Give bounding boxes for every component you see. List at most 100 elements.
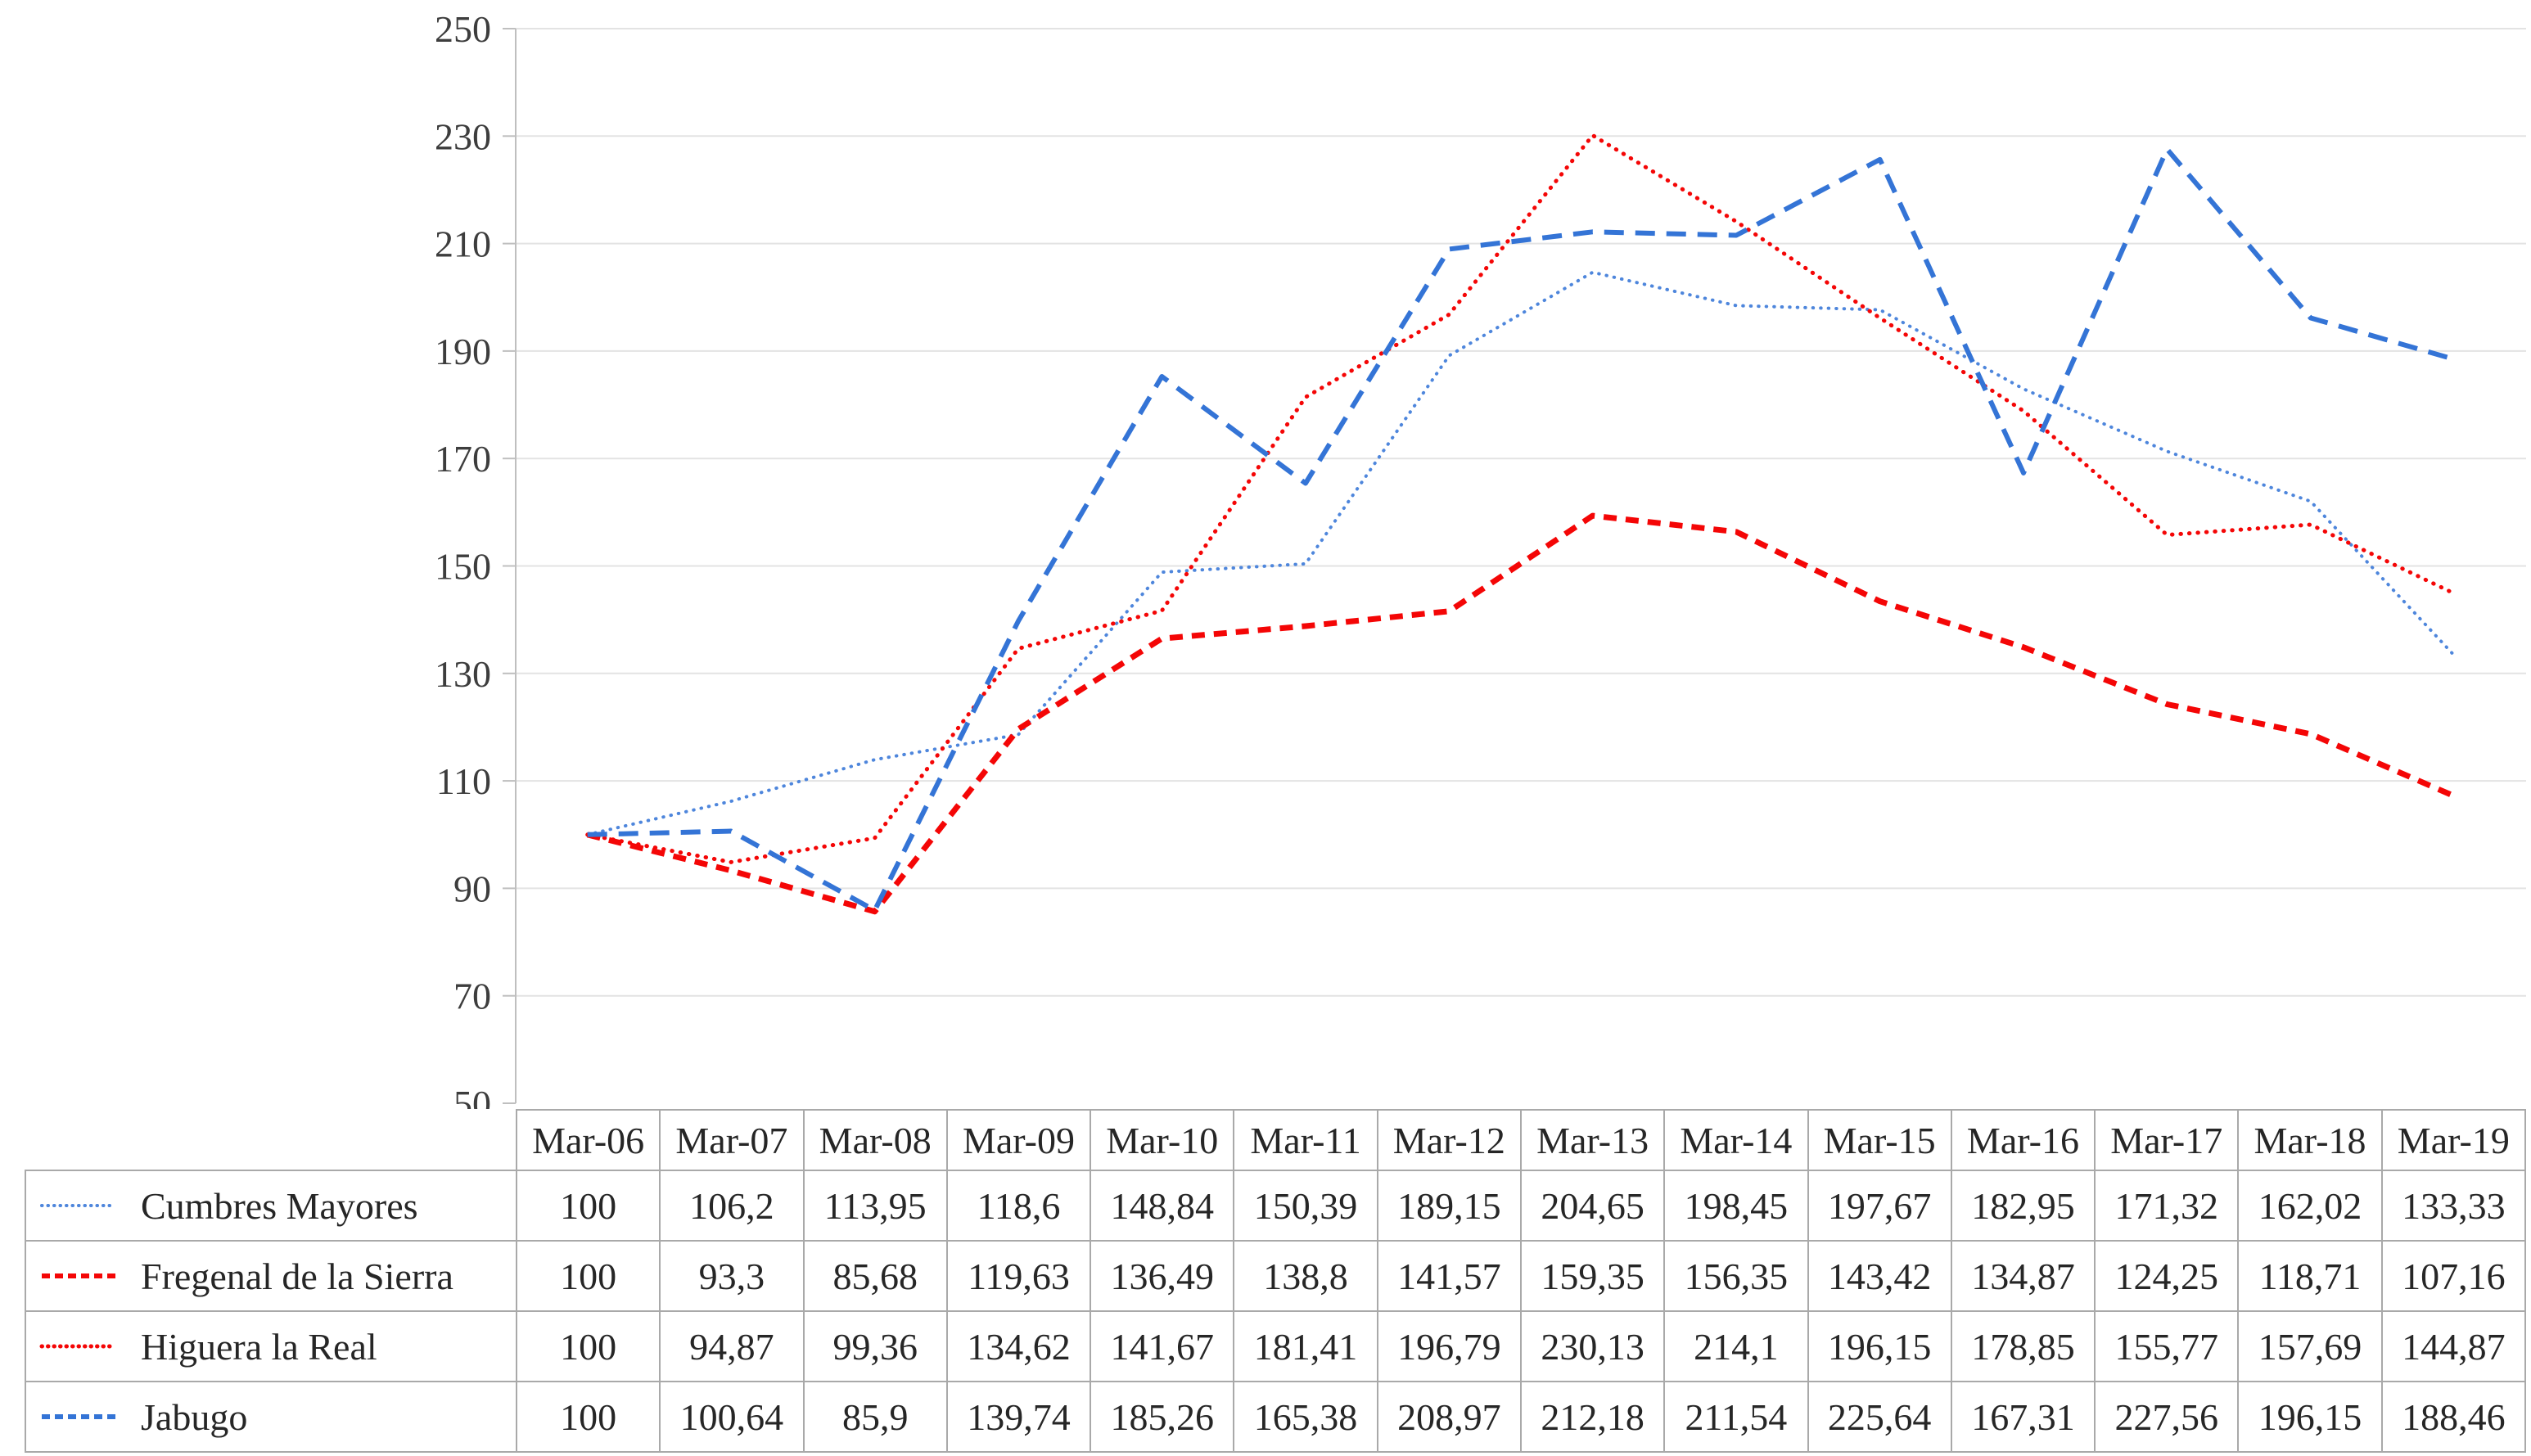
value-cell: 141,67 (1090, 1310, 1235, 1382)
value-cell: 85,9 (802, 1381, 948, 1453)
value-cell: 99,36 (802, 1310, 948, 1382)
value-cell: 171,32 (2094, 1170, 2240, 1242)
y-tick-label: 230 (435, 115, 491, 157)
series-line-cumbres-mayores (585, 270, 2457, 836)
legend-cell: Higuera la Real (25, 1310, 517, 1382)
y-tick-label: 190 (435, 331, 491, 372)
column-header: Mar-14 (1663, 1109, 1809, 1171)
table-row-jabugo: Jabugo 100 100,64 85,9 139,74 185,26 165,38 208… (25, 1381, 2527, 1453)
value-cell: 196,15 (1807, 1310, 1952, 1382)
column-header: Mar-16 (1950, 1109, 2096, 1171)
value-cell: 197,67 (1807, 1170, 1952, 1242)
value-cell: 148,84 (1090, 1170, 1235, 1242)
value-cell: 100 (515, 1240, 661, 1312)
column-header: Mar-10 (1090, 1109, 1235, 1171)
value-cell: 106,2 (659, 1170, 805, 1242)
value-cell: 118,6 (945, 1170, 1092, 1242)
value-cell: 182,95 (1950, 1170, 2096, 1242)
value-cell: 134,62 (945, 1310, 1092, 1382)
line-chart-plot: 250 230 210 190 170 150 130 110 90 70 50 (435, 8, 2526, 1110)
value-cell: 204,65 (1519, 1170, 1666, 1242)
value-cell: 178,85 (1950, 1310, 2096, 1382)
series-line-fregenal-de-la-sierra (586, 512, 2456, 915)
table-row-fregenal-de-la-sierra: Fregenal de la Sierra 100 93,3 85,68 119,63 1… (25, 1240, 2527, 1312)
y-tick-label: 70 (453, 976, 491, 1017)
y-tick-label: 210 (435, 223, 491, 265)
value-cell: 230,13 (1519, 1310, 1666, 1382)
column-header: Mar-11 (1233, 1109, 1378, 1171)
value-cell: 189,15 (1376, 1170, 1522, 1242)
series-name: Cumbres Mayores (141, 1184, 418, 1227)
value-cell: 225,64 (1807, 1381, 1952, 1453)
value-cell: 188,46 (2380, 1381, 2527, 1453)
value-cell: 157,69 (2237, 1310, 2383, 1382)
column-header: Mar-12 (1376, 1109, 1522, 1171)
legend-cell: Cumbres Mayores (25, 1170, 517, 1242)
value-cell: 107,16 (2380, 1240, 2527, 1312)
chart-data-table: Mar-06 Mar-07 Mar-08 Mar-09 Mar-10 Mar-11 Mar-… (25, 1109, 2527, 1453)
table-row-cumbres-mayores: Cumbres Mayores 100 106,2 113,95 118,6 148,84… (25, 1170, 2527, 1242)
column-header: Mar-06 (515, 1109, 661, 1171)
series-name: Fregenal de la Sierra (141, 1255, 453, 1297)
y-tick-label: 170 (435, 438, 491, 480)
y-tick-label: 90 (453, 868, 491, 909)
value-cell: 124,25 (2094, 1240, 2240, 1312)
column-header: Mar-13 (1519, 1109, 1666, 1171)
column-header: Mar-07 (659, 1109, 805, 1171)
value-cell: 85,68 (802, 1240, 948, 1312)
value-cell: 165,38 (1233, 1381, 1378, 1453)
value-cell: 118,71 (2237, 1240, 2383, 1312)
cumbres-mayores-legend-key-icon (40, 1204, 117, 1207)
value-cell: 167,31 (1950, 1381, 2096, 1453)
fregenal-de-la-sierra-legend-key-icon (42, 1273, 115, 1278)
table-header-row: Mar-06 Mar-07 Mar-08 Mar-09 Mar-10 Mar-11 Mar-… (25, 1109, 2527, 1171)
value-cell: 196,79 (1376, 1310, 1522, 1382)
y-tick-label: 150 (435, 546, 491, 588)
column-header: Mar-17 (2094, 1109, 2240, 1171)
column-header: Mar-19 (2380, 1109, 2527, 1171)
value-cell: 119,63 (945, 1240, 1092, 1312)
value-cell: 100 (515, 1381, 661, 1453)
value-cell: 100,64 (659, 1381, 805, 1453)
column-header: Mar-15 (1807, 1109, 1952, 1171)
series-name: Jabugo (141, 1395, 248, 1438)
series-name: Higuera la Real (141, 1325, 377, 1368)
column-header: Mar-08 (802, 1109, 948, 1171)
value-cell: 143,42 (1807, 1240, 1952, 1312)
y-tick-label: 250 (435, 8, 491, 50)
table-corner-cell (25, 1110, 517, 1170)
table-row-higuera-la-real: Higuera la Real 100 94,87 99,36 134,62 141,67… (25, 1310, 2527, 1382)
jabugo-legend-key-icon (42, 1414, 115, 1419)
value-cell: 134,87 (1950, 1240, 2096, 1312)
value-cell: 144,87 (2380, 1310, 2527, 1382)
y-tick-label: 130 (435, 653, 491, 695)
y-tick-label: 110 (436, 760, 491, 802)
value-cell: 212,18 (1519, 1381, 1666, 1453)
value-cell: 93,3 (659, 1240, 805, 1312)
value-cell: 100 (515, 1170, 661, 1242)
value-cell: 136,49 (1090, 1240, 1235, 1312)
value-cell: 181,41 (1233, 1310, 1378, 1382)
value-cell: 94,87 (659, 1310, 805, 1382)
value-cell: 156,35 (1663, 1240, 1809, 1312)
legend-cell: Jabugo (25, 1381, 517, 1453)
value-cell: 214,1 (1663, 1310, 1809, 1382)
series-line-jabugo (587, 147, 2456, 913)
value-cell: 150,39 (1233, 1170, 1378, 1242)
value-cell: 138,8 (1233, 1240, 1378, 1312)
value-cell: 133,33 (2380, 1170, 2527, 1242)
value-cell: 159,35 (1519, 1240, 1666, 1312)
value-cell: 155,77 (2094, 1310, 2240, 1382)
value-cell: 139,74 (945, 1381, 1092, 1453)
value-cell: 211,54 (1663, 1381, 1809, 1453)
value-cell: 227,56 (2094, 1381, 2240, 1453)
legend-cell: Fregenal de la Sierra (25, 1240, 517, 1312)
higuera-la-real-legend-key-icon (39, 1344, 118, 1349)
value-cell: 141,57 (1376, 1240, 1522, 1312)
y-tick-label: 50 (453, 1083, 491, 1110)
value-cell: 198,45 (1663, 1170, 1809, 1242)
value-cell: 162,02 (2237, 1170, 2383, 1242)
column-header: Mar-09 (945, 1109, 1092, 1171)
value-cell: 113,95 (802, 1170, 948, 1242)
value-cell: 185,26 (1090, 1381, 1235, 1453)
